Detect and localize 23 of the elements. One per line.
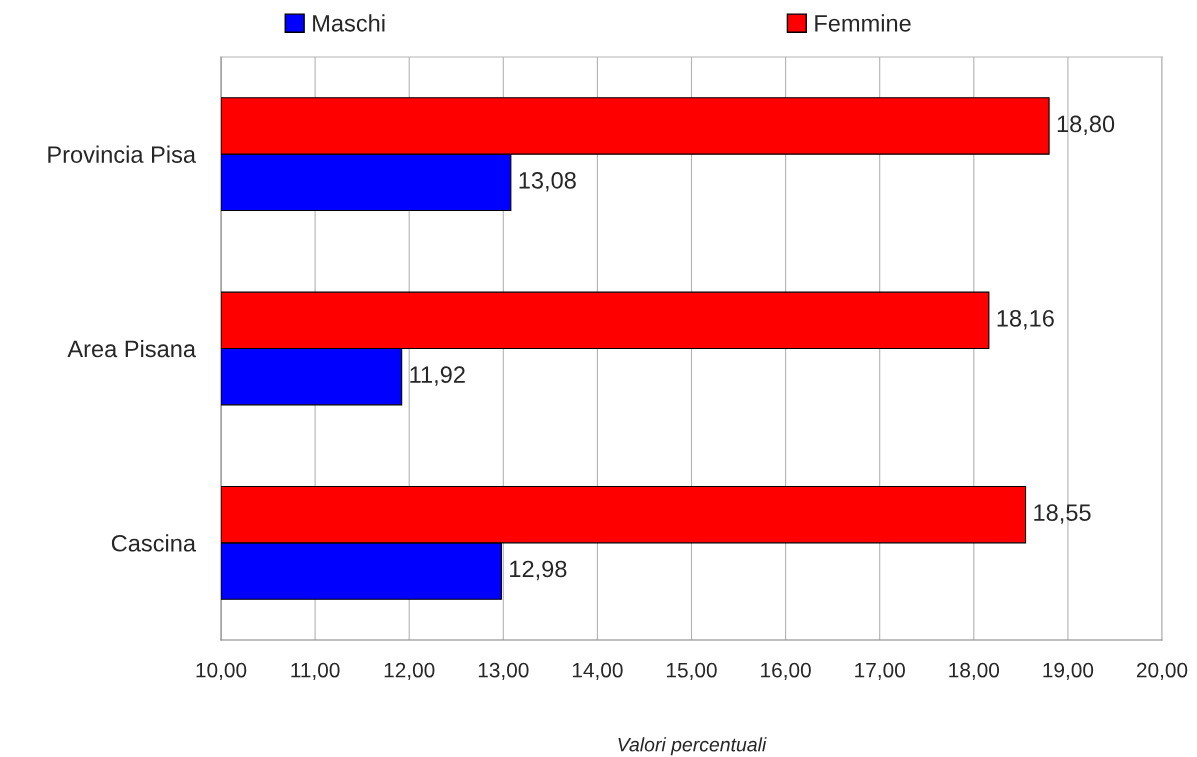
- x-axis-title: Valori percentuali: [618, 737, 767, 756]
- x-tick-label: 19,00: [1043, 662, 1094, 680]
- data-label: 18,55: [1034, 504, 1091, 524]
- y-tick-label: Provincia Pisa: [48, 145, 196, 163]
- x-tick-label: 11,00: [291, 662, 340, 680]
- x-tick-label: 14,00: [572, 662, 623, 680]
- x-tick-label: 13,00: [478, 662, 529, 680]
- x-tick-label: 10,00: [196, 662, 247, 680]
- data-label: 12,98: [510, 560, 567, 581]
- data-label: 11,92: [410, 366, 465, 386]
- legend-label: Femmine: [815, 14, 911, 32]
- x-tick-label: 16,00: [761, 662, 811, 680]
- data-label: 13,08: [519, 171, 576, 192]
- x-tick-label: 15,00: [667, 662, 717, 680]
- x-tick-label: 20,00: [1136, 662, 1188, 680]
- data-label: 18,16: [997, 309, 1054, 330]
- legend-label: Maschi: [313, 14, 385, 32]
- data-label: 18,80: [1057, 115, 1115, 136]
- x-tick-label: 17,00: [855, 662, 905, 680]
- y-tick-label: Area Pisana: [67, 339, 196, 358]
- y-tick-label: Cascina: [111, 534, 196, 552]
- x-tick-label: 12,00: [384, 662, 435, 680]
- x-tick-label: 18,00: [949, 662, 1000, 680]
